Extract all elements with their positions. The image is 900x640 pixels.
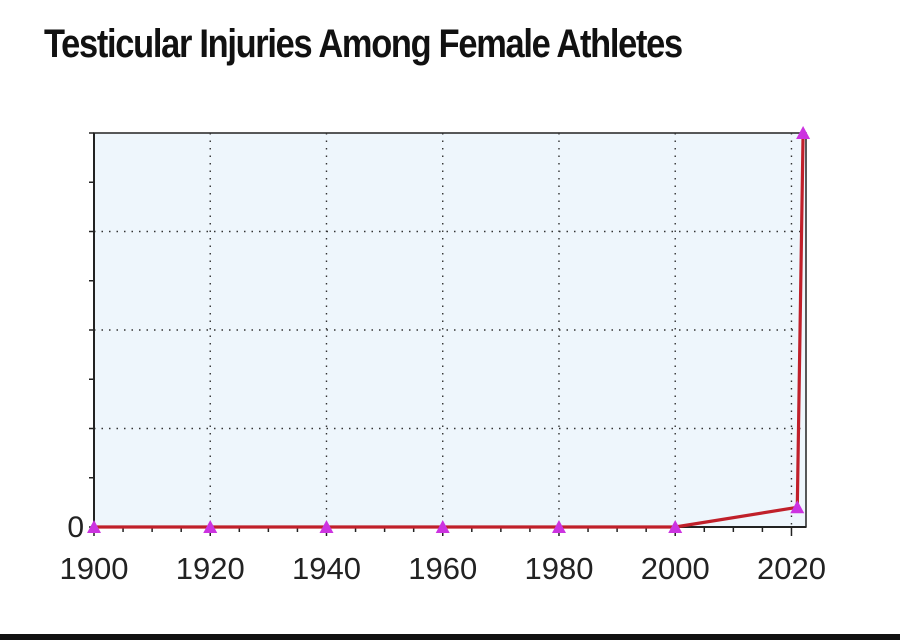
data-point-marker xyxy=(203,520,218,533)
chart-title: Testicular Injuries Among Female Athlete… xyxy=(44,22,683,66)
x-tick-label: 1920 xyxy=(176,551,245,586)
tick-labels: 1900 1920 1940 1960 1980 2000 2020 0 xyxy=(60,511,826,586)
data-point-marker xyxy=(551,520,566,533)
data-point-marker xyxy=(435,520,450,533)
x-tick-label: 2000 xyxy=(641,551,710,586)
x-tick-label: 1900 xyxy=(60,551,129,586)
plot-area xyxy=(93,132,807,528)
x-tick-label: 1940 xyxy=(292,551,361,586)
data-point-marker xyxy=(796,126,811,139)
bottom-divider xyxy=(0,634,900,640)
tick-marks xyxy=(89,132,793,536)
x-tick-label: 2020 xyxy=(757,551,826,586)
data-markers xyxy=(87,126,811,533)
series-injuries xyxy=(94,132,805,529)
x-tick-label: 1980 xyxy=(524,551,593,586)
data-point-marker xyxy=(87,520,101,533)
grid-lines xyxy=(94,133,806,527)
x-tick-label: 1960 xyxy=(408,551,477,586)
data-point-marker xyxy=(790,500,805,514)
data-point-marker xyxy=(319,520,334,533)
y-tick-label: 0 xyxy=(67,511,84,544)
series-line xyxy=(94,132,805,529)
data-point-marker xyxy=(668,520,683,533)
